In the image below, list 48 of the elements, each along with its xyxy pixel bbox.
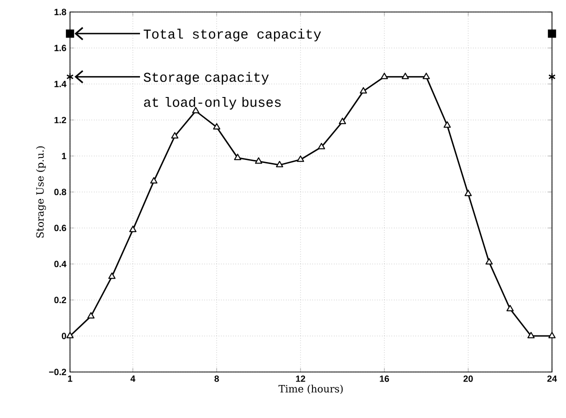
point (527, 332, 535, 338)
y-tick-label: 0.6 (54, 224, 66, 232)
x-tick-label: 8 (214, 376, 219, 382)
x-tick-label: 16 (380, 376, 390, 382)
point (66, 72, 74, 81)
point (66, 30, 74, 38)
point (150, 177, 158, 184)
point (129, 226, 136, 232)
y-tick-label: 1 (62, 152, 66, 160)
y-tick-label: 1.2 (54, 116, 66, 124)
point (171, 132, 178, 138)
y-tick-label: 1.8 (54, 8, 66, 16)
y-tick-label: 0.8 (54, 188, 66, 196)
point (318, 142, 326, 150)
annotation: Total storage capacity (144, 28, 321, 42)
point (338, 118, 346, 124)
y-axis-title: Storage Use (p.u.) (36, 146, 46, 238)
point (234, 154, 242, 160)
point (296, 155, 304, 162)
point (276, 160, 284, 168)
point (422, 72, 430, 80)
y-tick-label: 0.2 (54, 296, 66, 304)
point (254, 157, 262, 164)
point (360, 87, 368, 94)
point (380, 72, 388, 80)
point (464, 190, 472, 196)
x-axis-title: Time (hours) (278, 384, 343, 394)
x-tick-label: 4 (130, 376, 136, 382)
x-tick-label: 20 (463, 376, 473, 382)
point (444, 121, 451, 128)
point (548, 72, 556, 81)
point (87, 312, 95, 318)
y-tick-label: −0.2 (49, 368, 66, 376)
annotation: Storage capacity at load-only buses (144, 72, 281, 110)
point (402, 72, 409, 80)
point (548, 30, 556, 38)
point (506, 304, 514, 312)
y-tick-label: 1.4 (54, 80, 66, 88)
x-tick-label: 12 (296, 376, 306, 382)
point (108, 272, 116, 279)
y-tick-label: 0.4 (54, 260, 66, 268)
y-tick-label: 1.6 (54, 44, 66, 52)
y-tick-label: 0 (62, 332, 66, 340)
x-tick-label: 24 (547, 376, 557, 382)
point (486, 258, 493, 264)
point (548, 332, 556, 338)
point (213, 123, 220, 130)
x-tick-label: 1 (68, 376, 72, 382)
